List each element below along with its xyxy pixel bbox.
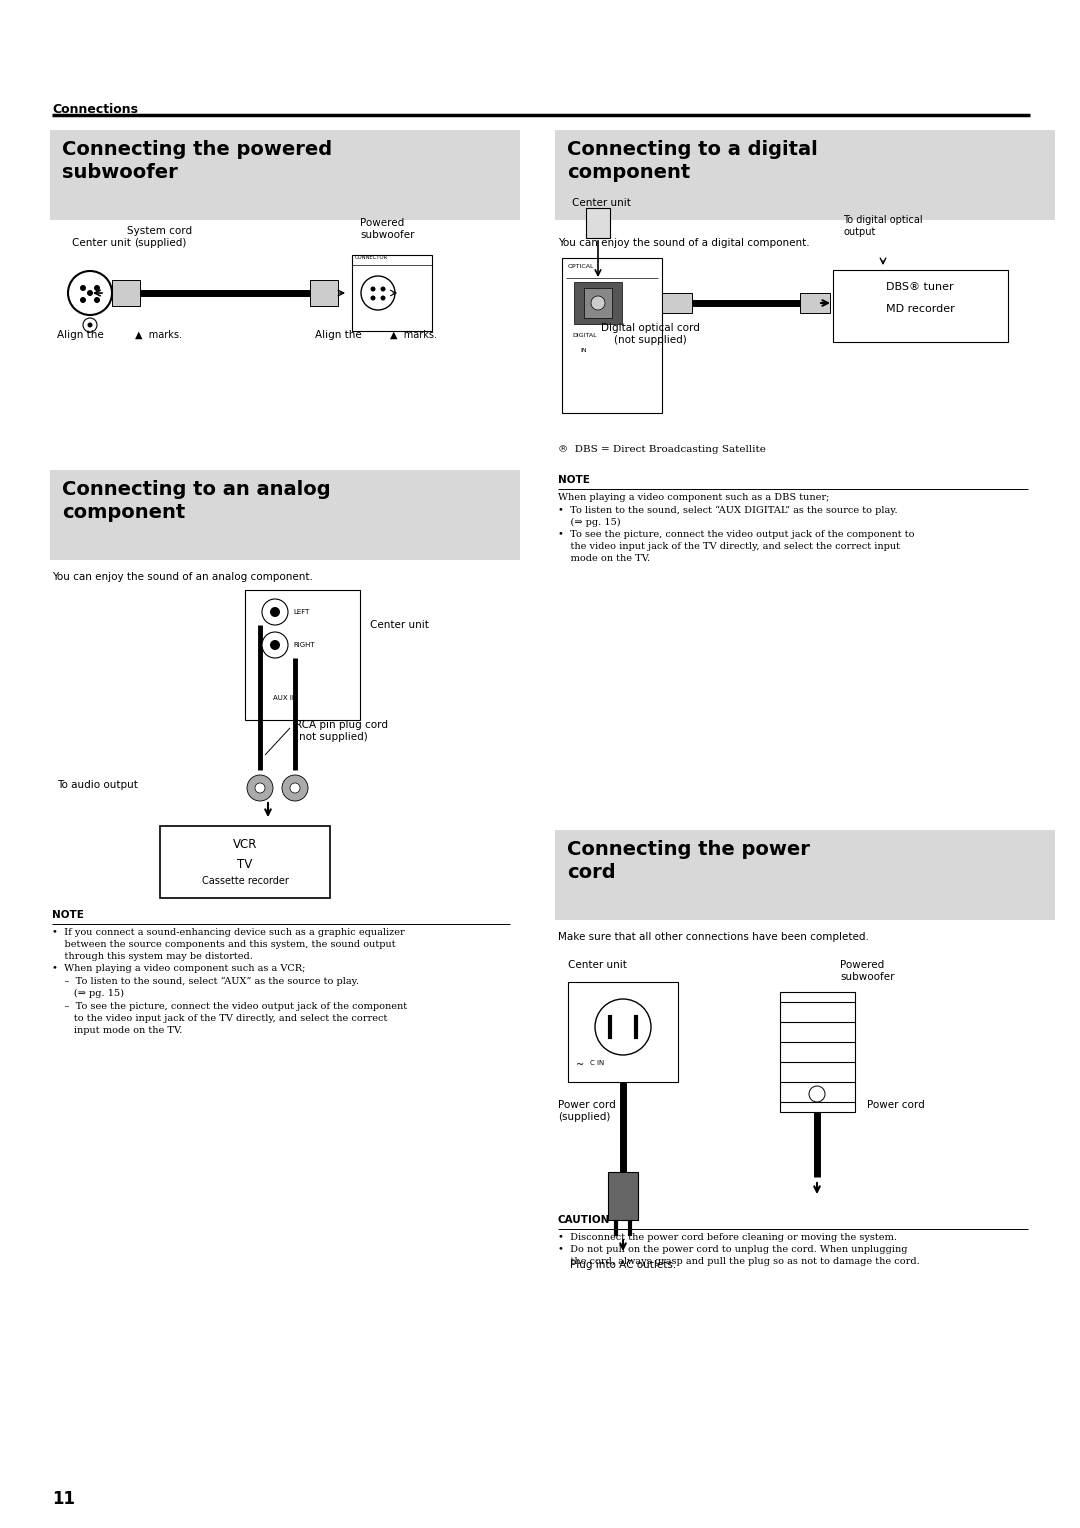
Circle shape bbox=[282, 775, 308, 801]
Circle shape bbox=[370, 295, 376, 301]
Text: To digital optical
output: To digital optical output bbox=[843, 215, 922, 237]
Text: Plug into AC outlets.: Plug into AC outlets. bbox=[570, 1261, 676, 1270]
Circle shape bbox=[87, 322, 93, 327]
Text: Powered
subwoofer: Powered subwoofer bbox=[840, 960, 894, 983]
Bar bbox=[780, 992, 855, 1112]
Circle shape bbox=[361, 277, 395, 310]
Text: You can enjoy the sound of a digital component.: You can enjoy the sound of a digital com… bbox=[558, 238, 810, 248]
Bar bbox=[662, 293, 692, 313]
Text: •  Disconnect the power cord before cleaning or moving the system.
•  Do not pul: • Disconnect the power cord before clean… bbox=[558, 1233, 920, 1267]
Text: ~: ~ bbox=[576, 1060, 584, 1070]
Text: System cord
(supplied): System cord (supplied) bbox=[127, 226, 192, 248]
Text: •  If you connect a sound-enhancing device such as a graphic equalizer
    betwe: • If you connect a sound-enhancing devic… bbox=[52, 927, 407, 1034]
Text: MD recorder: MD recorder bbox=[886, 304, 955, 313]
Text: To audio output: To audio output bbox=[57, 779, 138, 790]
Text: CAUTION: CAUTION bbox=[558, 1215, 610, 1225]
Text: LEFT: LEFT bbox=[293, 610, 309, 614]
Bar bbox=[573, 283, 622, 324]
Bar bbox=[800, 293, 831, 313]
Text: Align the: Align the bbox=[315, 330, 365, 341]
Text: NOTE: NOTE bbox=[52, 911, 84, 920]
Text: Digital optical cord
(not supplied): Digital optical cord (not supplied) bbox=[600, 322, 700, 345]
Circle shape bbox=[68, 270, 112, 315]
Text: VCR: VCR bbox=[233, 837, 257, 851]
Bar bbox=[50, 130, 519, 220]
Circle shape bbox=[247, 775, 273, 801]
Text: Cassette recorder: Cassette recorder bbox=[202, 876, 288, 886]
Text: Connecting to an analog
component: Connecting to an analog component bbox=[62, 480, 330, 521]
Bar bbox=[833, 270, 1008, 342]
Circle shape bbox=[80, 296, 86, 303]
Circle shape bbox=[94, 286, 100, 290]
Circle shape bbox=[83, 318, 97, 332]
Text: 11: 11 bbox=[52, 1490, 75, 1508]
Text: RIGHT: RIGHT bbox=[293, 642, 314, 648]
Bar bbox=[586, 208, 610, 238]
Text: DIGITAL: DIGITAL bbox=[572, 333, 596, 338]
Text: Power cord: Power cord bbox=[867, 1100, 924, 1109]
Bar bbox=[584, 287, 612, 318]
Text: Center unit: Center unit bbox=[72, 238, 131, 248]
Text: Connections: Connections bbox=[52, 102, 138, 116]
Bar bbox=[160, 827, 330, 898]
Bar bbox=[352, 255, 432, 332]
Circle shape bbox=[809, 1086, 825, 1102]
Text: Center unit: Center unit bbox=[370, 620, 429, 630]
Circle shape bbox=[370, 287, 376, 292]
Circle shape bbox=[291, 782, 300, 793]
Text: When playing a video component such as a DBS tuner;
•  To listen to the sound, s: When playing a video component such as a… bbox=[558, 494, 915, 564]
Circle shape bbox=[255, 782, 265, 793]
Bar bbox=[555, 830, 1055, 920]
Text: Connecting the powered
subwoofer: Connecting the powered subwoofer bbox=[62, 141, 333, 182]
Circle shape bbox=[595, 999, 651, 1054]
Text: Align the: Align the bbox=[57, 330, 107, 341]
Circle shape bbox=[80, 286, 86, 290]
Text: C IN: C IN bbox=[590, 1060, 604, 1067]
Bar bbox=[112, 280, 140, 306]
Text: IN: IN bbox=[580, 348, 586, 353]
Text: You can enjoy the sound of an analog component.: You can enjoy the sound of an analog com… bbox=[52, 571, 313, 582]
Text: TV: TV bbox=[238, 859, 253, 871]
Bar bbox=[310, 280, 338, 306]
Circle shape bbox=[270, 640, 280, 649]
Text: Center unit: Center unit bbox=[572, 199, 631, 208]
Text: ▲  marks.: ▲ marks. bbox=[135, 330, 183, 341]
Circle shape bbox=[380, 295, 386, 301]
Circle shape bbox=[380, 287, 386, 292]
Text: ▲  marks.: ▲ marks. bbox=[390, 330, 437, 341]
Bar bbox=[245, 590, 360, 720]
Text: RCA pin plug cord
(not supplied): RCA pin plug cord (not supplied) bbox=[295, 720, 388, 743]
Text: DBS® tuner: DBS® tuner bbox=[887, 283, 954, 292]
Bar bbox=[50, 471, 519, 559]
Circle shape bbox=[87, 290, 93, 296]
Text: OPTICAL: OPTICAL bbox=[568, 264, 594, 269]
Circle shape bbox=[591, 296, 605, 310]
Bar bbox=[608, 1172, 638, 1219]
Text: Make sure that all other connections have been completed.: Make sure that all other connections hav… bbox=[558, 932, 869, 941]
Text: Connecting the power
cord: Connecting the power cord bbox=[567, 840, 810, 882]
Circle shape bbox=[262, 633, 288, 659]
Bar bbox=[568, 983, 678, 1082]
Text: CONNECTOR: CONNECTOR bbox=[355, 255, 388, 260]
Text: NOTE: NOTE bbox=[558, 475, 590, 484]
Circle shape bbox=[262, 599, 288, 625]
Text: Power cord
(supplied): Power cord (supplied) bbox=[558, 1100, 616, 1123]
Text: Center unit: Center unit bbox=[568, 960, 626, 970]
Text: AUX IN: AUX IN bbox=[273, 695, 297, 701]
Text: Powered
subwoofer: Powered subwoofer bbox=[360, 219, 415, 240]
Text: ®  DBS = Direct Broadcasting Satellite: ® DBS = Direct Broadcasting Satellite bbox=[558, 445, 766, 454]
Bar bbox=[555, 130, 1055, 220]
Text: Connecting to a digital
component: Connecting to a digital component bbox=[567, 141, 818, 182]
Circle shape bbox=[270, 607, 280, 617]
Circle shape bbox=[94, 296, 100, 303]
Bar bbox=[562, 258, 662, 413]
